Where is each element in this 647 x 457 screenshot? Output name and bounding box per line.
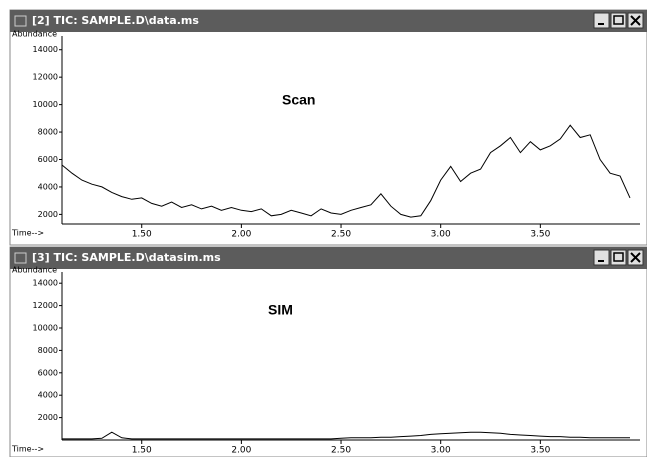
x-tick-label: 3.00 xyxy=(431,230,451,240)
trace xyxy=(61,124,631,218)
title-bar xyxy=(10,10,647,32)
y-tick-label: 6000 xyxy=(38,368,58,377)
y-tick-label: 10000 xyxy=(33,324,58,333)
x-tick-label: 2.00 xyxy=(231,446,251,456)
x-tick-label: 2.50 xyxy=(331,446,351,456)
y-tick-label: 12000 xyxy=(33,301,58,310)
y-axis-label: Abundance xyxy=(12,30,57,39)
y-tick-label: 2000 xyxy=(38,413,58,422)
x-axis-label: Time--> xyxy=(11,445,44,454)
button-glyph xyxy=(630,252,641,263)
y-tick-label: 12000 xyxy=(33,73,58,82)
annotation: Scan xyxy=(282,92,315,108)
y-tick-label: 4000 xyxy=(38,182,58,191)
x-tick-label: 1.50 xyxy=(132,230,152,240)
y-tick-label: 8000 xyxy=(38,128,58,137)
window-title: [3] TIC: SAMPLE.D\datasim.ms xyxy=(32,251,221,264)
x-axis-label: Time--> xyxy=(11,229,44,238)
x-tick-label: 3.50 xyxy=(530,446,550,456)
annotation: SIM xyxy=(268,302,293,318)
y-tick-label: 6000 xyxy=(38,155,58,164)
y-tick-label: 4000 xyxy=(38,391,58,400)
title-bar xyxy=(10,247,647,269)
x-tick-label: 2.00 xyxy=(231,230,251,240)
window-icon xyxy=(14,252,27,264)
x-tick-label: 3.50 xyxy=(530,230,550,240)
y-axis-label: Abundance xyxy=(12,266,57,275)
window xyxy=(9,9,647,246)
x-tick-label: 2.50 xyxy=(331,230,351,240)
minimize-button[interactable] xyxy=(593,12,610,29)
button-glyph xyxy=(613,252,624,262)
window xyxy=(9,246,647,457)
x-tick-label: 3.00 xyxy=(431,446,451,456)
button-glyph xyxy=(613,15,624,25)
button-glyph xyxy=(630,15,641,26)
x-tick-label: 1.50 xyxy=(132,446,152,456)
y-tick-label: 2000 xyxy=(38,210,58,219)
y-tick-label: 10000 xyxy=(33,100,58,109)
window-title: [2] TIC: SAMPLE.D\data.ms xyxy=(32,14,199,27)
y-tick-label: 14000 xyxy=(33,279,58,288)
y-tick-label: 14000 xyxy=(33,45,58,54)
trace xyxy=(62,431,630,440)
minimize-button[interactable] xyxy=(593,249,610,266)
window-icon xyxy=(14,15,27,27)
y-tick-label: 8000 xyxy=(38,346,58,355)
